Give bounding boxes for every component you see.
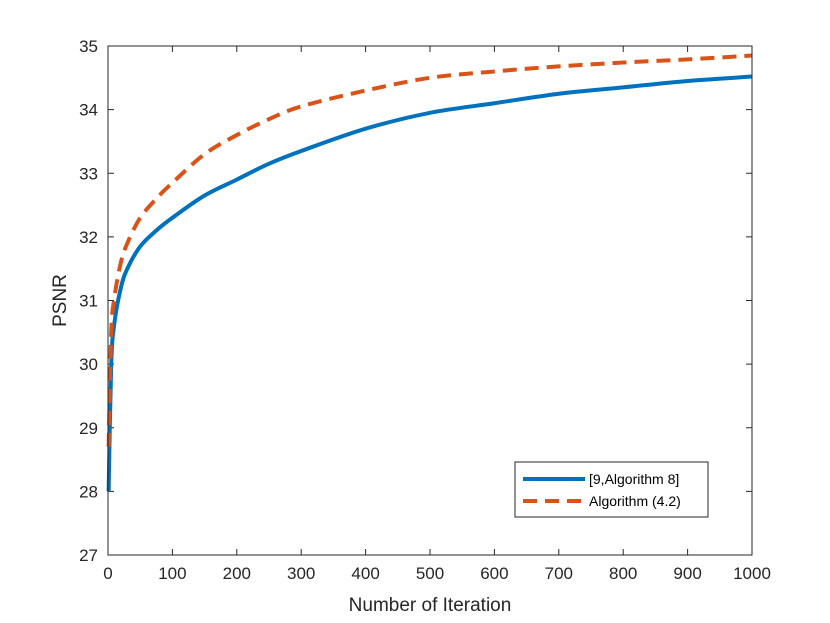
x-tick-label: 100 (158, 564, 186, 583)
legend: [9,Algorithm 8] Algorithm (4.2) (514, 461, 709, 518)
y-axis-ticks: 27 28 29 30 31 32 33 34 35 (79, 37, 752, 565)
x-tick-label: 300 (287, 564, 315, 583)
legend-label-series-1: [9,Algorithm 8] (589, 471, 679, 487)
x-tick-label: 1000 (733, 564, 771, 583)
y-tick-label: 31 (79, 292, 98, 311)
y-tick-label: 32 (79, 228, 98, 247)
x-tick-label: 800 (609, 564, 637, 583)
y-tick-label: 30 (79, 355, 98, 374)
legend-label-series-2: Algorithm (4.2) (589, 493, 681, 509)
y-axis-label: PSNR (50, 274, 71, 327)
x-tick-label: 200 (223, 564, 251, 583)
y-tick-label: 33 (79, 164, 98, 183)
series-line-1 (106, 74, 753, 492)
y-tick-label: 29 (79, 419, 98, 438)
y-tick-label: 27 (79, 546, 98, 565)
series-layer (106, 53, 753, 492)
x-tick-label: 700 (545, 564, 573, 583)
x-tick-label: 900 (673, 564, 701, 583)
y-tick-label: 28 (79, 482, 98, 501)
series-line-2 (106, 53, 753, 447)
x-tick-label: 500 (416, 564, 444, 583)
y-tick-label: 34 (79, 101, 98, 120)
axes-box (107, 45, 753, 556)
legend-box (514, 461, 709, 518)
x-tick-label: 400 (351, 564, 379, 583)
y-tick-label: 35 (79, 37, 98, 56)
x-axis-ticks: 0 100 200 300 400 500 600 700 800 900 1000 (103, 46, 771, 583)
x-tick-label: 0 (103, 564, 112, 583)
x-tick-label: 600 (480, 564, 508, 583)
x-axis-label: Number of Iteration (349, 595, 512, 616)
